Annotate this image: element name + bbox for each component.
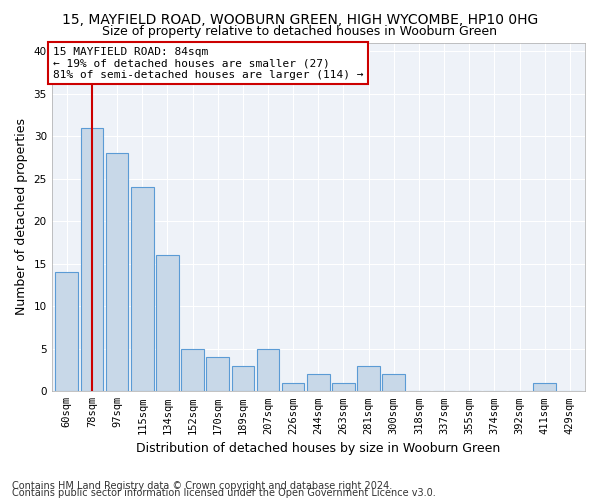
Bar — [282, 383, 304, 392]
Text: Contains public sector information licensed under the Open Government Licence v3: Contains public sector information licen… — [12, 488, 436, 498]
X-axis label: Distribution of detached houses by size in Wooburn Green: Distribution of detached houses by size … — [136, 442, 500, 455]
Bar — [156, 255, 179, 392]
Bar — [106, 153, 128, 392]
Text: Contains HM Land Registry data © Crown copyright and database right 2024.: Contains HM Land Registry data © Crown c… — [12, 481, 392, 491]
Text: 15, MAYFIELD ROAD, WOOBURN GREEN, HIGH WYCOMBE, HP10 0HG: 15, MAYFIELD ROAD, WOOBURN GREEN, HIGH W… — [62, 12, 538, 26]
Text: Size of property relative to detached houses in Wooburn Green: Size of property relative to detached ho… — [103, 25, 497, 38]
Bar — [55, 272, 78, 392]
Bar — [533, 383, 556, 392]
Bar — [382, 374, 405, 392]
Y-axis label: Number of detached properties: Number of detached properties — [15, 118, 28, 316]
Bar — [332, 383, 355, 392]
Bar — [206, 358, 229, 392]
Text: 15 MAYFIELD ROAD: 84sqm
← 19% of detached houses are smaller (27)
81% of semi-de: 15 MAYFIELD ROAD: 84sqm ← 19% of detache… — [53, 47, 364, 80]
Bar — [257, 349, 280, 392]
Bar — [80, 128, 103, 392]
Bar — [131, 187, 154, 392]
Bar — [358, 366, 380, 392]
Bar — [232, 366, 254, 392]
Bar — [307, 374, 329, 392]
Bar — [181, 349, 204, 392]
